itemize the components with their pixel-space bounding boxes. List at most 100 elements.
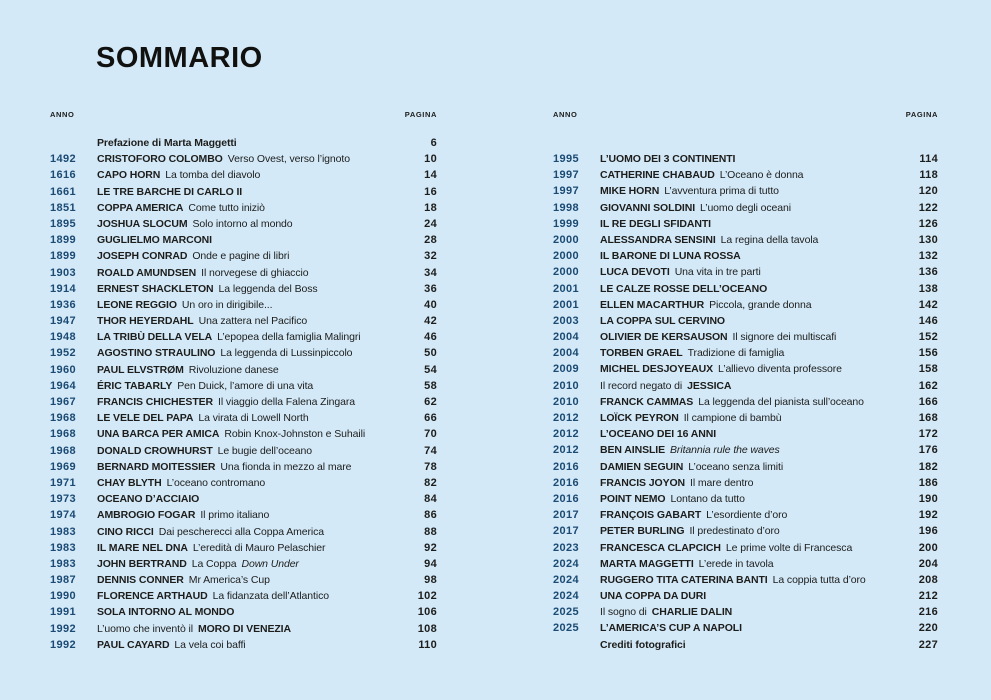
toc-row: 1998 GIOVANNI SOLDINI L’uomo degli oceani… (553, 202, 938, 218)
toc-row: 1983 IL MARE NEL DNA L’eredità di Mauro P… (50, 542, 437, 558)
entry-year: 2000 (553, 266, 580, 279)
toc-columns: ANNO PAGINA Prefazione di Marta Maggetti… (50, 110, 938, 655)
entry-title: CINO RICCI (97, 525, 154, 538)
toc-row: 1960 PAUL ELVSTRØM Rivoluzione danese 54 (50, 364, 437, 380)
toc-row: 2001 ELLEN MACARTHUR Piccola, grande donn… (553, 299, 938, 315)
toc-row: 2016 FRANCIS JOYON Il mare dentro 186 (553, 477, 938, 493)
toc-row: 1974 AMBROGIO FOGAR Il primo italiano 86 (50, 509, 437, 525)
toc-row: 2017 FRANÇOIS GABART L’esordiente d’oro 1… (553, 509, 938, 525)
entry-title: ELLEN MACARTHUR (600, 298, 705, 311)
entry-title: MIKE HORN (600, 185, 660, 198)
toc-row: 1661 LE TRE BARCHE DI CARLO II 16 (50, 186, 437, 202)
entry-page: 186 (918, 476, 938, 489)
toc-row: 1997 MIKE HORN L’avventura prima di tutto… (553, 185, 938, 201)
entry-title: IL BARONE DI LUNA ROSSA (600, 250, 741, 263)
entry-title: LA TRIBÙ DELLA VELA (97, 331, 213, 344)
entry-year: 1903 (50, 266, 77, 279)
entry-page: 78 (424, 460, 437, 473)
toc-row: 1616 CAPO HORN La tomba del diavolo 14 (50, 169, 437, 185)
entry-year: 1964 (50, 379, 77, 392)
entry-year: 2017 (553, 509, 580, 522)
entry-year: 1952 (50, 347, 77, 360)
entry-page: 162 (918, 379, 938, 392)
entry-page: 88 (424, 525, 437, 538)
entry-subtitle-italic: Down Under (241, 557, 299, 570)
toc-row: 2012 L’OCEANO DEI 16 ANNI 172 (553, 428, 938, 444)
entry-title: CHAY BLYTH (97, 476, 162, 489)
entry-text: CINO RICCI Dai pescherecci alla Coppa Ame… (97, 526, 403, 538)
entry-page: 94 (424, 557, 437, 570)
entry-subtitle: Robin Knox-Johnston e Suhaili (224, 428, 366, 441)
entry-subtitle: L’uomo che inventò il (97, 622, 193, 635)
entry-text: MICHEL DESJOYEAUX L’allievo diventa profe… (600, 363, 904, 375)
entry-title: FRANCIS JOYON (600, 476, 686, 489)
entry-title: BEN AINSLIE (600, 444, 666, 457)
entry-text: PAUL CAYARD La vela coi baffi (97, 639, 403, 651)
entry-year: 2001 (553, 282, 580, 295)
entry-page: 220 (918, 622, 938, 635)
entry-subtitle: Una zattera nel Pacifico (198, 315, 308, 328)
toc-row: 1952 AGOSTINO STRAULINO La leggenda di Lu… (50, 347, 437, 363)
entry-title: DAMIEN SEGUIN (600, 460, 684, 473)
entry-title: MORO DI VENEZIA (197, 622, 291, 635)
entry-text: L’UOMO DEI 3 CONTINENTI (600, 153, 904, 165)
entry-text: L’uomo che inventò il MORO DI VENEZIA (97, 623, 403, 635)
entry-title: LE CALZE ROSSE DELL’OCEANO (600, 282, 768, 295)
entry-title: GIOVANNI SOLDINI (600, 201, 696, 214)
entry-text: DONALD CROWHURST Le bugie dell’oceano (97, 445, 403, 457)
entry-text: CATHERINE CHABAUD L’Oceano è donna (600, 169, 904, 181)
entry-year: 1947 (50, 315, 77, 328)
entry-year: 2001 (553, 298, 580, 311)
entry-subtitle: L’erede in tavola (698, 557, 774, 570)
entry-title: LEONE REGGIO (97, 298, 177, 311)
entry-page: 176 (918, 444, 938, 457)
toc-row: 2025 L’AMERICA’S CUP A NAPOLI 220 (553, 622, 938, 638)
entry-title: LA COPPA SUL CERVINO (600, 314, 725, 327)
entry-title: RUGGERO TITA CATERINA BANTI (600, 573, 768, 586)
entry-text: CRISTOFORO COLOMBO Verso Ovest, verso l’i… (97, 153, 403, 165)
entry-page: 50 (424, 347, 437, 360)
entry-page: 66 (424, 412, 437, 425)
entry-year: 1991 (50, 606, 77, 619)
entry-title: FRANCESCA CLAPCICH (600, 541, 721, 554)
entry-text: SOLA INTORNO AL MONDO (97, 606, 403, 618)
entry-year: 1990 (50, 590, 77, 603)
toc-row: 1992 L’uomo che inventò il MORO DI VENEZI… (50, 623, 437, 639)
entry-year: 1997 (553, 169, 580, 182)
entry-year: 2004 (553, 331, 580, 344)
entry-year: 2012 (553, 444, 580, 457)
entry-year: 1968 (50, 412, 77, 425)
entry-page: 130 (918, 233, 938, 246)
entry-title: GUGLIELMO MARCONI (97, 234, 212, 247)
toc-row: 2023 FRANCESCA CLAPCICH Le prime volte di… (553, 542, 938, 558)
entry-page: 16 (424, 185, 437, 198)
entry-page: 212 (918, 590, 938, 603)
entry-title: LOÏCK PEYRON (600, 412, 679, 424)
entry-year: 2010 (553, 395, 580, 408)
entry-year: 1899 (50, 234, 77, 247)
entry-text: JOHN BERTRAND La Coppa Down Under (97, 558, 403, 570)
entry-page: 14 (424, 169, 437, 182)
toc-row: 2004 TORBEN GRAEL Tradizione di famiglia … (553, 347, 938, 363)
entry-page: 36 (424, 282, 437, 295)
entry-year: 1983 (50, 525, 77, 538)
entry-subtitle: Tradizione di famiglia (687, 347, 785, 360)
toc-row: 1948 LA TRIBÙ DELLA VELA L’epopea della f… (50, 331, 437, 347)
entry-page: 142 (918, 298, 938, 311)
entry-title: FLORENCE ARTHAUD (97, 590, 208, 603)
entry-page: 62 (424, 396, 437, 408)
entry-text: Il sogno di CHARLIE DALIN (600, 606, 904, 618)
entry-text: FLORENCE ARTHAUD La fidanzata dell’Atlant… (97, 590, 403, 602)
entry-title: OLIVIER DE KERSAUSON (600, 331, 728, 344)
entry-year: 1661 (50, 185, 77, 198)
entry-title: IL RE DEGLI SFIDANTI (600, 217, 711, 230)
entry-text: Prefazione di Marta Maggetti (97, 137, 403, 149)
entry-text: GIOVANNI SOLDINI L’uomo degli oceani (600, 202, 904, 214)
entry-year: 1987 (50, 574, 77, 587)
toc-row: 2025 Il sogno di CHARLIE DALIN 216 (553, 606, 938, 622)
toc-row: 1899 GUGLIELMO MARCONI 28 (50, 234, 437, 250)
entry-subtitle: La regina della tavola (720, 233, 819, 246)
entry-year: 2017 (553, 525, 580, 538)
entry-page: 46 (424, 331, 437, 344)
entry-subtitle: Il viaggio della Falena Zingara (218, 396, 356, 408)
